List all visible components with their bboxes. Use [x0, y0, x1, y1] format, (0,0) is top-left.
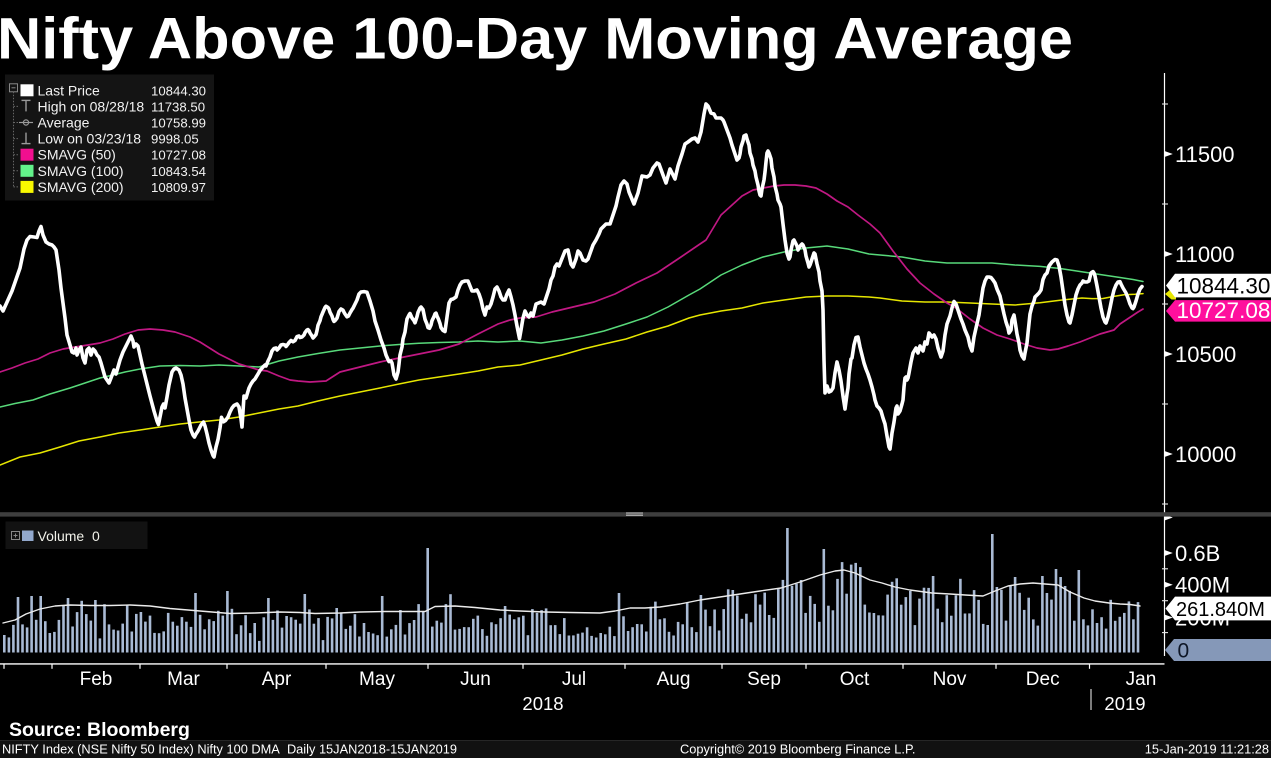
svg-text:Sep: Sep — [747, 669, 781, 690]
svg-text:Average: Average — [38, 115, 90, 131]
svg-text:SMAVG (200): SMAVG (200) — [38, 179, 124, 195]
svg-text:11738.50: 11738.50 — [151, 99, 205, 114]
svg-text:Aug: Aug — [657, 669, 691, 690]
svg-text:Dec: Dec — [1026, 669, 1060, 690]
svg-text:SMAVG (100): SMAVG (100) — [38, 163, 124, 179]
svg-text:May: May — [359, 669, 395, 690]
svg-text:Nov: Nov — [933, 669, 967, 690]
svg-text:Jul: Jul — [562, 669, 586, 690]
svg-text:Volume 0: Volume 0 — [38, 528, 100, 544]
svg-text:10000: 10000 — [1175, 442, 1236, 467]
svg-text:11000: 11000 — [1175, 242, 1235, 267]
svg-text:0: 0 — [1178, 640, 1190, 663]
svg-text:10843.54: 10843.54 — [151, 164, 206, 179]
svg-text:261.840M: 261.840M — [1176, 599, 1265, 621]
svg-text:15-Jan-2019 11:21:28: 15-Jan-2019 11:21:28 — [1145, 742, 1269, 757]
svg-text:10844.30: 10844.30 — [1177, 273, 1271, 298]
svg-text:Last Price: Last Price — [38, 82, 100, 98]
svg-text:11500: 11500 — [1175, 142, 1235, 167]
svg-text:NIFTY Index (NSE Nifty 50 Inde: NIFTY Index (NSE Nifty 50 Index) Nifty 1… — [2, 742, 457, 757]
svg-text:2018: 2018 — [522, 693, 563, 714]
svg-text:10500: 10500 — [1175, 342, 1236, 367]
svg-text:0.6B: 0.6B — [1175, 541, 1220, 566]
svg-text:High on 08/28/18: High on 08/28/18 — [38, 98, 145, 114]
svg-text:2019: 2019 — [1104, 693, 1145, 714]
svg-text:400M: 400M — [1175, 573, 1230, 598]
svg-text:Nifty Above 100-Day Moving Ave: Nifty Above 100-Day Moving Average — [0, 7, 1073, 72]
svg-text:10727.08: 10727.08 — [1177, 298, 1271, 323]
svg-text:10758.99: 10758.99 — [151, 116, 206, 131]
svg-text:10844.30: 10844.30 — [151, 83, 206, 98]
svg-text:SMAVG (50): SMAVG (50) — [38, 147, 116, 163]
svg-text:9998.05: 9998.05 — [151, 132, 199, 147]
svg-text:Copyright© 2019 Bloomberg Fina: Copyright© 2019 Bloomberg Finance L.P. — [680, 742, 915, 757]
svg-text:Oct: Oct — [840, 669, 870, 690]
svg-text:Mar: Mar — [167, 669, 200, 690]
svg-text:10809.97: 10809.97 — [151, 180, 206, 195]
svg-text:Jan: Jan — [1126, 669, 1157, 690]
svg-text:Feb: Feb — [80, 669, 113, 690]
svg-text:Source: Bloomberg: Source: Bloomberg — [9, 719, 190, 741]
svg-text:10727.08: 10727.08 — [151, 148, 206, 163]
svg-text:Jun: Jun — [460, 669, 491, 690]
svg-text:Apr: Apr — [262, 669, 292, 690]
svg-text:Low on 03/23/18: Low on 03/23/18 — [38, 131, 142, 147]
